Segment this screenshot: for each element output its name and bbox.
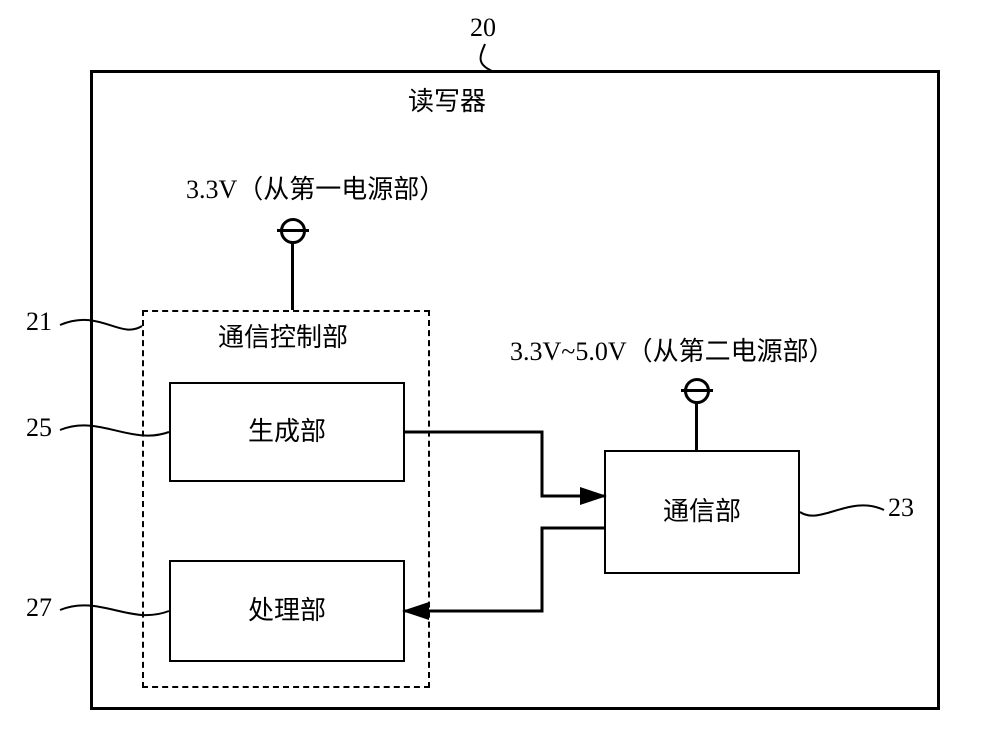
arrow-comm-to-proc	[0, 0, 1000, 744]
diagram-root: 读写器 20 3.3V（从第一电源部） 通信控制部 21 生成部 25 处理部 …	[0, 0, 1000, 744]
